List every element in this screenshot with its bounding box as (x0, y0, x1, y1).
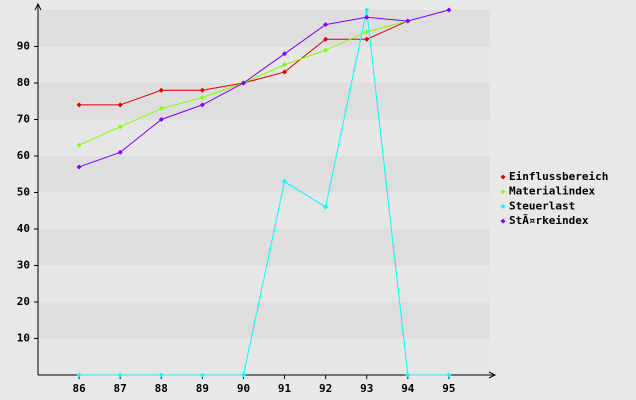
x-tick-label: 91 (278, 382, 292, 395)
x-tick-label: 90 (237, 382, 250, 395)
x-tick-label: 93 (360, 382, 373, 395)
data-point (158, 87, 164, 93)
data-point (446, 372, 452, 378)
data-point (446, 7, 452, 13)
data-point (199, 372, 205, 378)
data-point (323, 204, 329, 210)
legend-label: Einflussbereich (509, 170, 608, 183)
y-tick-label: 50 (17, 186, 30, 199)
y-tick-label: 70 (17, 113, 30, 126)
x-tick-label: 95 (442, 382, 455, 395)
data-point (76, 142, 82, 148)
data-point (199, 87, 205, 93)
data-point (199, 95, 205, 101)
data-point (117, 372, 123, 378)
data-point (117, 124, 123, 130)
grid-band (38, 192, 490, 229)
x-tick-label: 88 (155, 382, 168, 395)
y-tick-label: 10 (17, 332, 30, 345)
legend-marker (500, 203, 506, 209)
grid-band (38, 338, 490, 375)
y-tick-label: 60 (17, 149, 30, 162)
legend-label: StÃ¤rkeindex (509, 214, 589, 227)
data-point (364, 14, 370, 20)
y-tick-label: 40 (17, 222, 30, 235)
y-axis-arrow (34, 2, 42, 11)
grid-band (38, 119, 490, 156)
x-tick-label: 94 (401, 382, 415, 395)
data-point (364, 29, 370, 35)
y-tick-label: 90 (17, 40, 30, 53)
data-point (282, 69, 288, 75)
data-point (158, 106, 164, 112)
grid-band (38, 156, 490, 193)
y-tick-label: 20 (17, 295, 30, 308)
data-point (282, 179, 288, 185)
data-point (364, 36, 370, 42)
data-point (240, 80, 246, 86)
data-point (199, 102, 205, 108)
data-point (405, 372, 411, 378)
data-point (282, 51, 288, 57)
legend-marker (500, 174, 506, 180)
data-point (323, 22, 329, 28)
x-tick-label: 86 (72, 382, 86, 395)
x-tick-label: 92 (319, 382, 332, 395)
data-point (323, 47, 329, 53)
grid-band (38, 229, 490, 266)
data-point (323, 36, 329, 42)
grid-band (38, 302, 490, 339)
x-tick-label: 87 (114, 382, 127, 395)
data-point (117, 102, 123, 108)
grid-band (38, 10, 490, 47)
y-tick-label: 80 (17, 76, 30, 89)
data-point (282, 62, 288, 68)
legend-label: Steuerlast (509, 199, 575, 212)
legend-marker (500, 189, 506, 195)
legend-label: Materialindex (509, 185, 595, 198)
legend-marker (500, 218, 506, 224)
x-tick-label: 89 (196, 382, 209, 395)
series-line (78, 9, 450, 168)
series-line (79, 9, 449, 376)
data-point (76, 102, 82, 108)
y-tick-label: 30 (17, 259, 30, 272)
data-point (76, 372, 82, 378)
grid-band (38, 265, 490, 302)
data-point (158, 372, 164, 378)
data-point (158, 117, 164, 122)
data-point (76, 164, 82, 170)
data-point (364, 7, 370, 13)
data-point (405, 18, 411, 24)
grid-band (38, 83, 490, 120)
data-point (117, 149, 123, 155)
x-axis-arrow (488, 371, 497, 379)
grid-band (38, 46, 490, 83)
data-point (240, 372, 246, 378)
